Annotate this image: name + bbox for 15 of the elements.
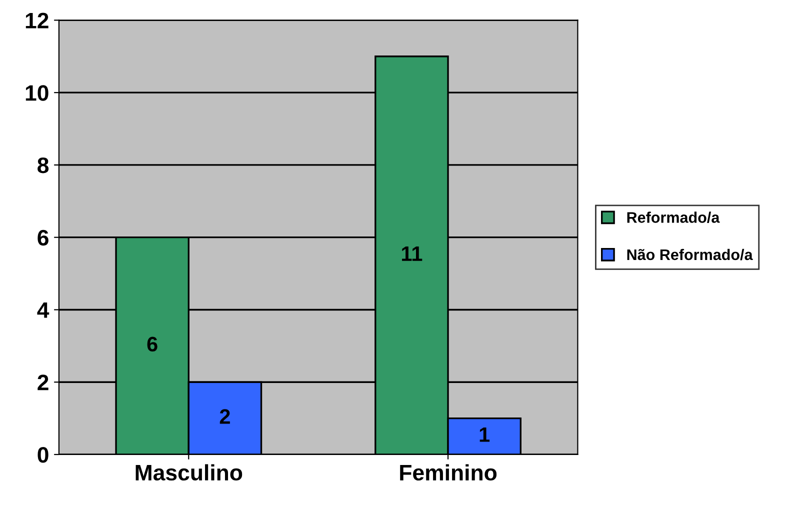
y-tick-label: 12	[26, 12, 48, 28]
x-tick-label: Feminino	[400, 464, 497, 481]
y-tick-label: 10	[26, 85, 48, 101]
data-label: 1	[480, 427, 490, 442]
y-tick-label: 6	[38, 230, 48, 246]
y-tick-label: 2	[38, 374, 48, 390]
legend-label: Não Reformado/a	[627, 248, 753, 260]
y-tick-label: 0	[38, 447, 48, 463]
data-label: 2	[220, 409, 230, 424]
y-tick-label: 8	[38, 158, 49, 174]
data-label: 11	[402, 246, 422, 261]
legend-label: Reformado/a	[627, 212, 720, 224]
x-tick-label: Masculino	[136, 464, 242, 481]
data-label: 6	[147, 336, 158, 352]
y-tick-label: 4	[37, 302, 50, 318]
